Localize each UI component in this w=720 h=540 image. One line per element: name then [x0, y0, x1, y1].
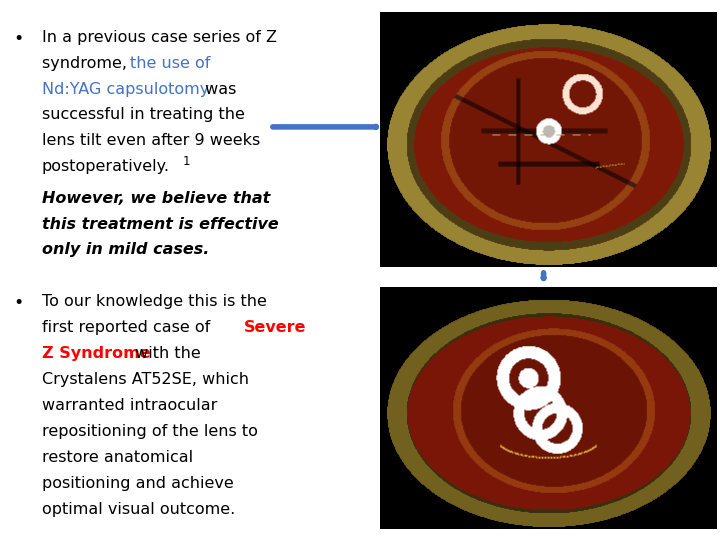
Text: syndrome,: syndrome,	[42, 56, 132, 71]
Text: However, we believe that: However, we believe that	[42, 191, 270, 206]
Text: postoperatively.: postoperatively.	[42, 159, 170, 174]
Text: this treatment is effective: this treatment is effective	[42, 217, 279, 232]
Text: with the: with the	[130, 346, 200, 361]
Text: Z Syndrome: Z Syndrome	[42, 346, 150, 361]
Text: Nd:YAG capsulotomy: Nd:YAG capsulotomy	[42, 82, 209, 97]
Text: repositioning of the lens to: repositioning of the lens to	[42, 424, 258, 439]
Text: •: •	[13, 294, 23, 312]
Text: only in mild cases.: only in mild cases.	[42, 242, 209, 258]
Text: To our knowledge this is the: To our knowledge this is the	[42, 294, 266, 309]
Text: Crystalens AT52SE, which: Crystalens AT52SE, which	[42, 372, 249, 387]
Text: restore anatomical: restore anatomical	[42, 450, 193, 465]
Text: lens tilt even after 9 weeks: lens tilt even after 9 weeks	[42, 133, 260, 148]
Text: positioning and achieve: positioning and achieve	[42, 476, 233, 491]
Text: 1: 1	[182, 155, 190, 168]
Text: was: was	[200, 82, 236, 97]
Text: optimal visual outcome.: optimal visual outcome.	[42, 502, 235, 517]
Text: successful in treating the: successful in treating the	[42, 107, 245, 123]
Text: Severe: Severe	[244, 320, 306, 335]
Text: In a previous case series of Z: In a previous case series of Z	[42, 30, 276, 45]
Text: first reported case of: first reported case of	[42, 320, 215, 335]
Text: warranted intraocular: warranted intraocular	[42, 398, 217, 413]
Text: the use of: the use of	[130, 56, 210, 71]
Text: •: •	[13, 30, 23, 48]
